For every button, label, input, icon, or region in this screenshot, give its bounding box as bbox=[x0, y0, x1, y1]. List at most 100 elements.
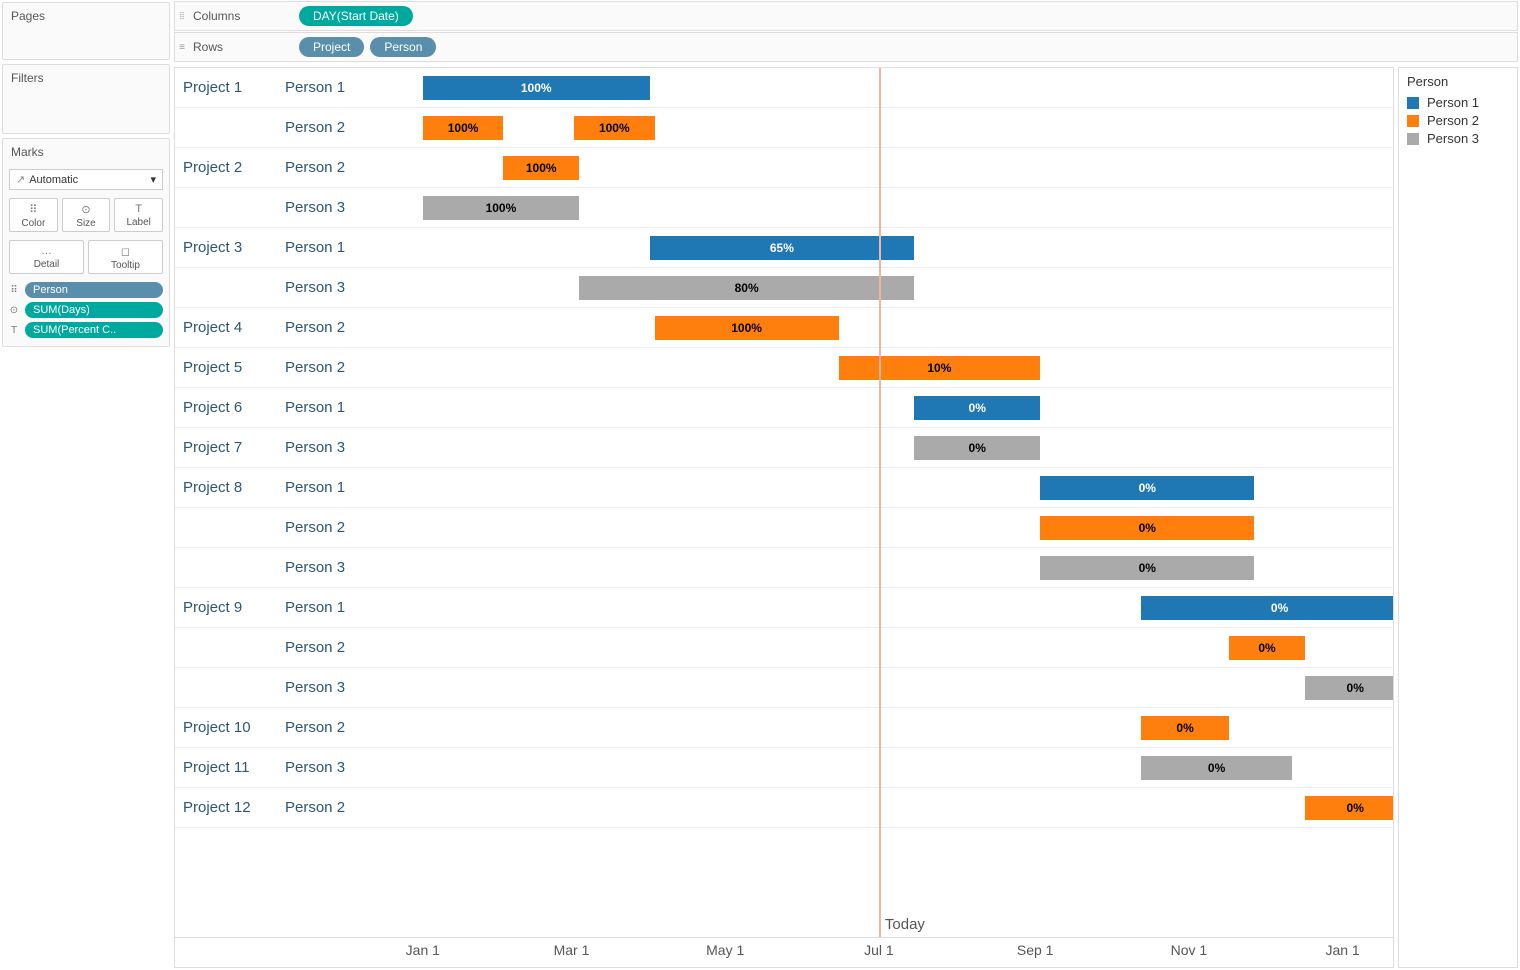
legend-swatch bbox=[1407, 97, 1419, 109]
mark-pill[interactable]: SUM(Days) bbox=[25, 302, 163, 318]
gantt-row: Project 9Person 10% bbox=[175, 588, 1393, 628]
gantt-row: Person 30% bbox=[175, 668, 1393, 708]
marks-type-dropdown[interactable]: ↗ Automatic ▾ bbox=[9, 169, 163, 190]
timeline-track: 0% bbox=[385, 788, 1393, 827]
gantt-row: Project 10Person 20% bbox=[175, 708, 1393, 748]
today-label: Today bbox=[885, 916, 925, 933]
rows-shelf-handle[interactable]: ≡ bbox=[175, 42, 189, 53]
gantt-row: Project 1Person 1100% bbox=[175, 68, 1393, 108]
mark-pill[interactable]: Person bbox=[25, 282, 163, 298]
gantt-bar[interactable]: 0% bbox=[914, 436, 1040, 460]
gantt-chart[interactable]: Project 1Person 1100%Person 2100%100%Pro… bbox=[174, 67, 1394, 968]
gantt-bar[interactable]: 100% bbox=[574, 116, 655, 140]
gantt-bar[interactable]: 100% bbox=[655, 316, 839, 340]
gantt-bar[interactable]: 0% bbox=[1229, 636, 1305, 660]
legend-item[interactable]: Person 3 bbox=[1407, 131, 1509, 146]
rows-pills: Project Person bbox=[289, 37, 436, 57]
project-label bbox=[175, 519, 285, 536]
gantt-row: Project 8Person 1 0% bbox=[175, 468, 1393, 508]
columns-shelf-handle[interactable]: ⦙⦙ bbox=[175, 11, 189, 22]
axis-tick: May 1 bbox=[706, 942, 744, 958]
mark-button-label[interactable]: TLabel bbox=[114, 198, 163, 232]
timeline-track: 0% bbox=[385, 428, 1393, 467]
color-icon: ⠿ bbox=[12, 203, 55, 216]
person-label: Person 2 bbox=[285, 519, 385, 536]
gantt-bar[interactable]: 0% bbox=[1040, 556, 1254, 580]
gantt-bar[interactable]: 0% bbox=[1040, 516, 1254, 540]
project-label bbox=[175, 679, 285, 696]
timeline-track: 0% bbox=[385, 748, 1393, 787]
gantt-bar[interactable]: 0% bbox=[1141, 756, 1292, 780]
axis-tick: Jan 1 bbox=[406, 942, 440, 958]
gantt-row: Project 6Person 10% bbox=[175, 388, 1393, 428]
shelf-pill[interactable]: Person bbox=[370, 37, 436, 57]
columns-shelf[interactable]: ⦙⦙ Columns DAY(Start Date) bbox=[174, 1, 1518, 31]
color-legend[interactable]: Person Person 1Person 2Person 3 bbox=[1398, 67, 1518, 968]
timeline-track: 0% bbox=[385, 548, 1393, 587]
mark-button-tooltip[interactable]: ◻Tooltip bbox=[88, 240, 163, 274]
timeline-track: 0% bbox=[385, 468, 1393, 507]
gantt-bar[interactable]: 0% bbox=[1305, 796, 1393, 820]
project-label bbox=[175, 639, 285, 656]
gantt-bar[interactable]: 0% bbox=[1141, 716, 1229, 740]
gantt-bar[interactable]: 100% bbox=[423, 196, 579, 220]
marks-card: Marks ↗ Automatic ▾ ⠿Color⊙SizeTLabel …D… bbox=[2, 138, 170, 347]
gantt-bar[interactable]: 0% bbox=[1141, 596, 1393, 620]
gantt-bar[interactable]: 0% bbox=[914, 396, 1040, 420]
legend-item[interactable]: Person 1 bbox=[1407, 95, 1509, 110]
gantt-row: Project 4Person 2100% bbox=[175, 308, 1393, 348]
legend-label: Person 2 bbox=[1427, 113, 1479, 128]
legend-item[interactable]: Person 2 bbox=[1407, 113, 1509, 128]
gantt-bar[interactable]: 65% bbox=[650, 236, 915, 260]
timeline-track: 0% bbox=[385, 668, 1393, 707]
marks-title: Marks bbox=[3, 139, 169, 165]
gantt-bar[interactable]: 80% bbox=[579, 276, 914, 300]
gantt-row: Project 2Person 2100% bbox=[175, 148, 1393, 188]
gantt-bar[interactable]: 0% bbox=[1305, 676, 1393, 700]
axis-tick: Jan 1 bbox=[1325, 942, 1359, 958]
pages-card[interactable]: Pages bbox=[2, 2, 170, 60]
person-label: Person 1 bbox=[285, 599, 385, 616]
legend-swatch bbox=[1407, 115, 1419, 127]
mark-button-detail[interactable]: …Detail bbox=[9, 240, 84, 274]
gantt-row: Person 2 0% bbox=[175, 508, 1393, 548]
mark-button-color[interactable]: ⠿Color bbox=[9, 198, 58, 232]
gantt-row: Person 380% bbox=[175, 268, 1393, 308]
legend-label: Person 1 bbox=[1427, 95, 1479, 110]
mark-pill[interactable]: SUM(Percent C.. bbox=[25, 322, 163, 338]
gantt-row: Project 12Person 20% bbox=[175, 788, 1393, 828]
project-label bbox=[175, 119, 285, 136]
timeline-track: 0% bbox=[385, 588, 1393, 627]
project-label: Project 11 bbox=[175, 759, 285, 776]
project-label: Project 7 bbox=[175, 439, 285, 456]
person-label: Person 2 bbox=[285, 319, 385, 336]
chevron-down-icon: ▾ bbox=[150, 173, 156, 186]
rows-shelf[interactable]: ≡ Rows ProjectPerson bbox=[174, 32, 1518, 62]
project-label: Project 3 bbox=[175, 239, 285, 256]
shelf-pill[interactable]: Project bbox=[299, 37, 364, 57]
gantt-bar[interactable]: 0% bbox=[1040, 476, 1254, 500]
gantt-bar[interactable]: 100% bbox=[423, 116, 504, 140]
mark-pill-row: ⊙SUM(Days) bbox=[9, 302, 163, 318]
gantt-bar[interactable]: 100% bbox=[503, 156, 579, 180]
project-label: Project 2 bbox=[175, 159, 285, 176]
gantt-bar[interactable]: 10% bbox=[839, 356, 1041, 380]
project-label: Project 8 bbox=[175, 479, 285, 496]
detail-icon: … bbox=[12, 245, 81, 257]
person-label: Person 1 bbox=[285, 479, 385, 496]
project-label bbox=[175, 559, 285, 576]
timeline-track: 0% bbox=[385, 508, 1393, 547]
person-label: Person 1 bbox=[285, 239, 385, 256]
shelf-pill[interactable]: DAY(Start Date) bbox=[299, 6, 413, 26]
axis-tick: Nov 1 bbox=[1171, 942, 1208, 958]
mark-pills-list: ⠿Person⊙SUM(Days)TSUM(Percent C.. bbox=[3, 278, 169, 346]
mark-pill-row: TSUM(Percent C.. bbox=[9, 322, 163, 338]
gantt-bar[interactable]: 100% bbox=[423, 76, 650, 100]
person-label: Person 3 bbox=[285, 559, 385, 576]
mark-button-size[interactable]: ⊙Size bbox=[62, 198, 111, 232]
filters-card[interactable]: Filters bbox=[2, 64, 170, 134]
pages-title: Pages bbox=[3, 3, 169, 29]
timeline-track: 0% bbox=[385, 628, 1393, 667]
project-label: Project 1 bbox=[175, 79, 285, 96]
label-icon: T bbox=[117, 203, 160, 215]
